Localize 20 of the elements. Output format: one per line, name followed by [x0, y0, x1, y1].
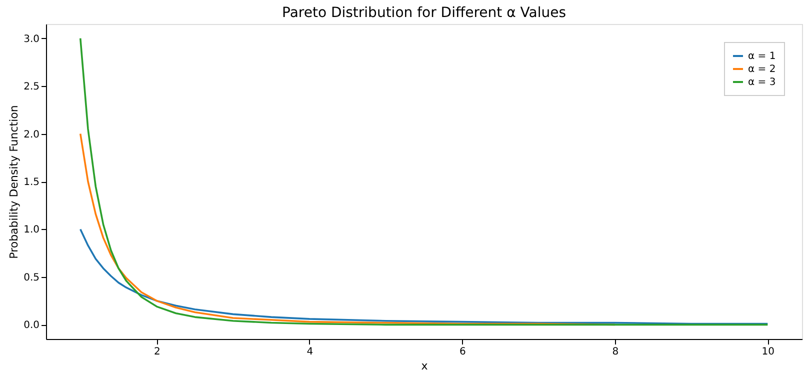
- x-tick-label: 10: [762, 346, 775, 358]
- x-axis-title: x: [421, 360, 428, 372]
- legend-label: α = 3: [748, 77, 776, 88]
- y-tick-label: 2.0: [24, 129, 40, 140]
- x-tick-label: 8: [612, 346, 619, 358]
- y-tick-label: 3.0: [24, 34, 40, 45]
- y-tick-label: 0.5: [24, 272, 40, 284]
- y-tick-label: 1.0: [24, 224, 40, 236]
- legend-label: α = 2: [748, 64, 776, 75]
- line-series: [79, 37, 769, 326]
- line-series: [79, 228, 769, 325]
- y-axis-title: Probability Density Function: [8, 105, 21, 259]
- legend-label: α = 1: [748, 51, 776, 62]
- x-tick-label: 6: [459, 346, 466, 358]
- y-tick-label: 1.5: [24, 177, 40, 188]
- x-tick-label: 2: [154, 346, 160, 358]
- x-tick-label: 4: [306, 346, 314, 358]
- chart-title: Pareto Distribution for Different α Values: [282, 5, 566, 21]
- y-tick-label: 2.5: [24, 82, 40, 93]
- y-tick-label: 0.0: [24, 320, 40, 332]
